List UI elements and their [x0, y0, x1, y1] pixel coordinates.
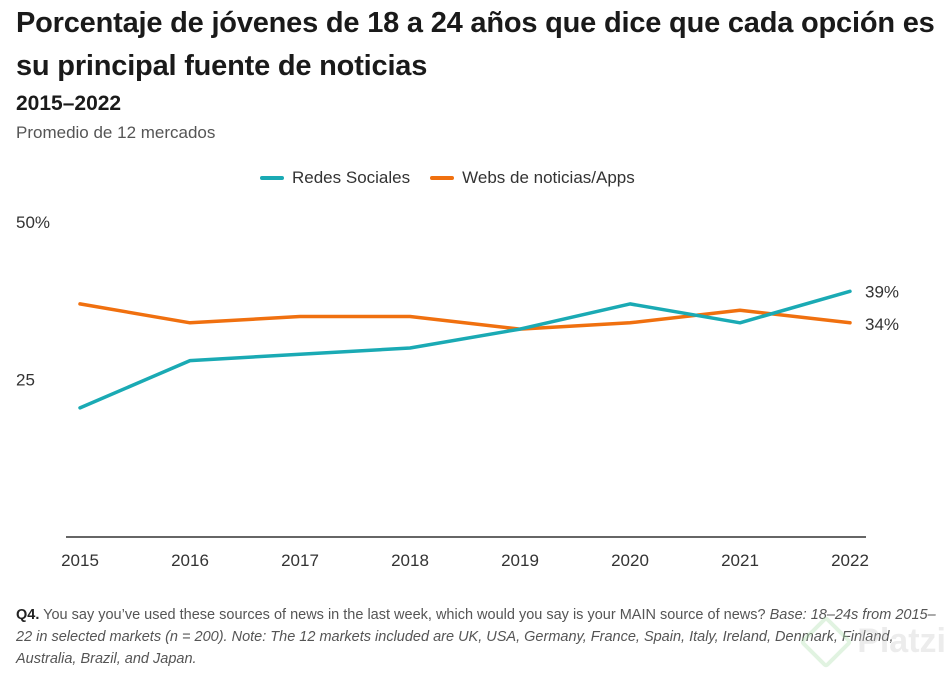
x-tick-label: 2019	[501, 551, 539, 570]
watermark-text: Platzi	[857, 622, 946, 660]
x-tick-label: 2018	[391, 551, 429, 570]
y-tick-label: 25	[16, 371, 35, 390]
line-chart: 25 50% 2015 2016 2017 2018 2019 2020 2021 2022 39%…	[16, 213, 899, 570]
x-tick-label: 2017	[281, 551, 319, 570]
legend-swatch-social	[260, 176, 284, 180]
platzi-logo-icon	[799, 614, 854, 669]
legend-label-social: Redes Sociales	[292, 168, 411, 187]
y-tick-label: 50%	[16, 213, 50, 232]
chart-subtitle: 2015–2022	[16, 92, 122, 115]
chart-note: Promedio de 12 mercados	[16, 123, 216, 142]
x-tick-label: 2022	[831, 551, 869, 570]
x-tick-label: 2021	[721, 551, 759, 570]
series-line-redes-sociales	[78, 289, 852, 410]
x-tick-label: 2015	[61, 551, 99, 570]
end-label-webs-de-noticias: 34%	[865, 315, 899, 334]
legend-item-social: Redes Sociales	[260, 168, 410, 188]
chart-title: Porcentaje de jóvenes de 18 a 24 años qu…	[16, 7, 935, 82]
footer-question: You say you’ve used these sources of new…	[39, 607, 770, 623]
end-label-redes-sociales: 39%	[865, 282, 899, 301]
legend-label-web: Webs de noticias/Apps	[462, 168, 635, 187]
footer-note: Q4. You say you’ve used these sources of…	[16, 604, 936, 670]
series-line-webs-de-noticias	[78, 302, 852, 331]
x-tick-label: 2020	[611, 551, 649, 570]
legend-swatch-web	[430, 176, 455, 180]
watermark: Platzi	[799, 614, 946, 669]
footer-base-note: Base: 18–24s from 2015–22 in selected ma…	[16, 607, 936, 667]
x-tick-label: 2016	[171, 551, 209, 570]
legend: Redes Sociales Webs de noticias/Apps	[260, 168, 655, 188]
footer-question-label: Q4.	[16, 607, 40, 623]
legend-item-web: Webs de noticias/Apps	[430, 168, 635, 188]
